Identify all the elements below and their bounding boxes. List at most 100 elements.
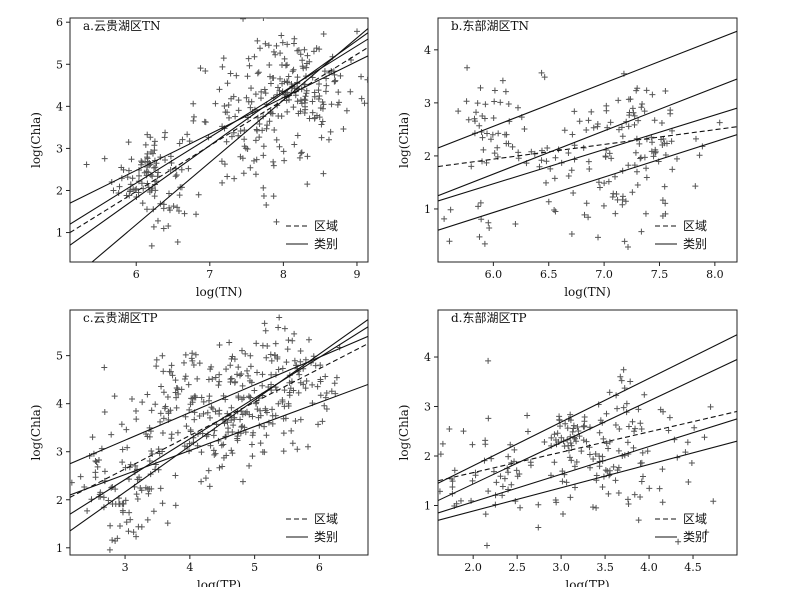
data-point (513, 467, 520, 474)
data-point (178, 386, 185, 393)
data-point (543, 179, 550, 186)
data-point (135, 523, 142, 530)
data-point (167, 407, 174, 414)
data-point (499, 77, 506, 84)
y-tick-label: 1 (424, 500, 431, 513)
data-point (597, 417, 604, 424)
data-point (191, 416, 198, 423)
data-point (541, 439, 548, 446)
data-point (473, 109, 480, 116)
data-point (646, 485, 653, 492)
data-point (568, 231, 575, 238)
data-point (337, 72, 344, 79)
data-point (615, 447, 622, 454)
data-point (615, 489, 622, 496)
data-point (499, 483, 506, 490)
data-point (239, 382, 246, 389)
data-point (565, 172, 572, 179)
data-point (196, 360, 203, 367)
x-axis-label: log(TP) (197, 578, 241, 587)
data-point (209, 375, 216, 382)
data-point (649, 91, 656, 98)
data-point (179, 136, 186, 143)
y-tick-label: 1 (424, 203, 431, 216)
data-point (644, 448, 651, 455)
data-point (159, 448, 166, 455)
data-point (660, 408, 667, 415)
data-point (638, 478, 645, 485)
data-point (227, 379, 234, 386)
data-point (247, 352, 254, 359)
data-point (138, 161, 145, 168)
data-point (567, 494, 574, 501)
data-point (643, 87, 650, 94)
x-tick-label: 7.0 (595, 268, 613, 281)
data-point (219, 463, 226, 470)
data-point (665, 427, 672, 434)
data-point (237, 128, 244, 135)
data-point (151, 138, 158, 145)
data-point (438, 488, 443, 495)
data-point (659, 197, 666, 204)
data-point (125, 139, 132, 146)
data-point (605, 445, 612, 452)
data-point (286, 392, 293, 399)
data-point (146, 433, 153, 440)
data-point (253, 399, 260, 406)
data-point (485, 488, 492, 495)
data-point (244, 73, 251, 80)
y-axis-label: log(Chla) (397, 404, 411, 460)
data-point (216, 464, 223, 471)
data-point (497, 473, 504, 480)
data-point (127, 461, 134, 468)
x-axis-label: log(TN) (196, 285, 243, 299)
data-point (490, 114, 497, 121)
data-point (309, 381, 316, 388)
data-point (605, 490, 612, 497)
fit-line-category (91, 28, 368, 262)
data-point (241, 127, 248, 134)
x-tick-label: 2.5 (508, 561, 526, 574)
data-point (621, 238, 628, 245)
data-point (173, 394, 180, 401)
data-point (524, 428, 531, 435)
data-point (446, 238, 453, 245)
data-point (184, 131, 191, 138)
data-point (275, 400, 282, 407)
data-point (284, 41, 291, 48)
data-point (494, 144, 501, 151)
data-point (169, 372, 176, 379)
data-point (315, 96, 322, 103)
data-point (148, 407, 155, 414)
data-point (486, 225, 493, 232)
data-point (585, 158, 592, 165)
data-point (571, 142, 578, 149)
data-point (658, 136, 665, 143)
data-point (469, 441, 476, 448)
data-point (299, 63, 306, 70)
data-point (162, 129, 169, 136)
data-point (322, 88, 329, 95)
data-point (615, 464, 622, 471)
data-point (227, 70, 234, 77)
data-point (571, 484, 578, 491)
data-point (134, 495, 141, 502)
data-point (614, 405, 621, 412)
legend-label-category: 类别 (314, 237, 338, 251)
data-point (638, 228, 645, 235)
data-point (479, 134, 486, 141)
fit-line-region (438, 126, 737, 168)
data-point (515, 149, 522, 156)
y-tick-label: 2 (56, 494, 63, 507)
data-point (101, 155, 108, 162)
data-point (501, 475, 508, 482)
legend-label-region: 区域 (314, 219, 338, 233)
scatter-points (441, 64, 723, 251)
data-point (138, 487, 145, 494)
data-point (95, 457, 102, 464)
data-point (267, 351, 274, 358)
data-point (563, 479, 570, 486)
data-point (215, 382, 222, 389)
